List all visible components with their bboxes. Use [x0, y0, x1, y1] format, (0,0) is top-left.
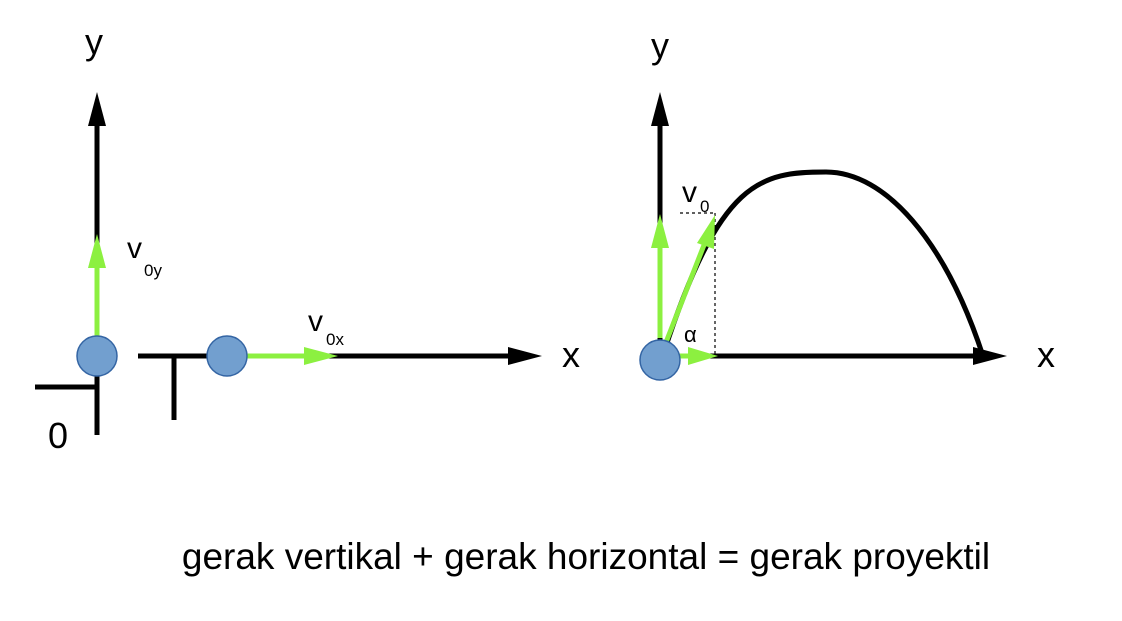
x-axis-projectile-arrowhead [973, 347, 1007, 365]
v0y-label-symbol: v [127, 232, 142, 265]
ball-horizontal [206, 335, 248, 377]
v0x-label-subscript: 0x [326, 330, 344, 349]
y-axis-label-vertical: y [85, 21, 103, 62]
vertical-motion-panel: y 0 v 0y [35, 21, 162, 456]
x-axis-label-horizontal: x [562, 334, 580, 375]
origin-label: 0 [48, 415, 68, 456]
angle-alpha-label: α [684, 322, 697, 347]
x-axis-label-projectile: x [1037, 334, 1055, 375]
velocity-vector-v0 [660, 239, 709, 351]
y-axis-projectile-arrowhead [651, 92, 669, 126]
y-axis-arrowhead [88, 92, 106, 126]
velocity-v0y-arrowhead [88, 234, 106, 268]
velocity-v0x-arrowhead [304, 347, 338, 365]
velocity-v0-arrowhead [697, 215, 715, 249]
v0-label-subscript: 0 [700, 197, 709, 216]
v0y-label-subscript: 0y [144, 261, 162, 280]
caption: gerak vertikal + gerak horizontal = gera… [182, 536, 990, 577]
v0-label-symbol: v [682, 176, 697, 209]
projectile-trajectory [661, 169, 986, 359]
ball-vertical [76, 335, 118, 377]
projectile-motion-panel: y x v 0 α [639, 25, 1055, 381]
v0x-label-symbol: v [308, 305, 323, 338]
y-axis-label-projectile: y [651, 25, 669, 66]
velocity-component-horizontal-arrowhead [688, 347, 718, 365]
velocity-component-vertical-arrowhead [651, 214, 669, 248]
ball-projectile [639, 339, 681, 381]
x-axis-arrowhead [508, 347, 542, 365]
horizontal-motion-panel: x v 0x [138, 305, 580, 420]
